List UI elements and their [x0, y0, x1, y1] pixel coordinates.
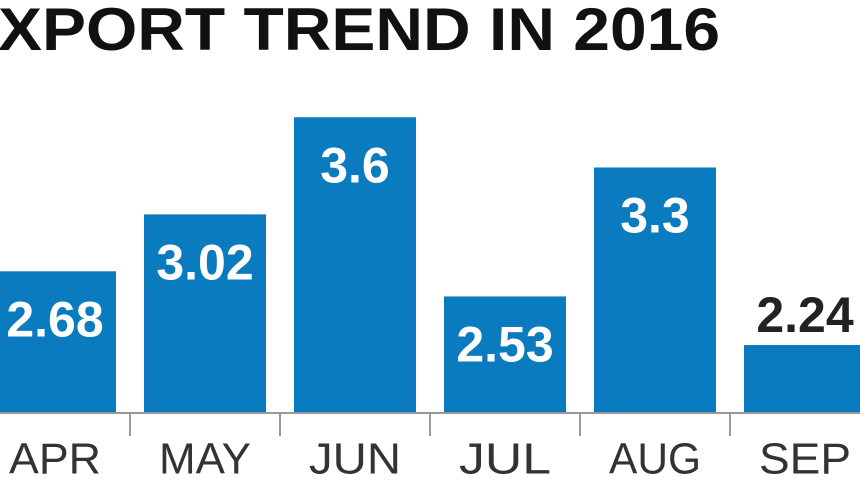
value-label: 2.24 [756, 287, 854, 343]
chart-title: EXPORT TREND IN 2016 [0, 0, 720, 63]
value-label: 2.53 [456, 317, 553, 373]
bar [444, 296, 566, 412]
x-tick-label: APR [9, 435, 101, 484]
value-label: 2.68 [6, 292, 103, 348]
bar [744, 345, 860, 412]
x-tick-label: MAY [159, 435, 251, 484]
x-tick-label: JUL [459, 435, 551, 484]
value-label: 3.3 [620, 188, 690, 244]
bar [594, 167, 716, 412]
x-tick-label: JUN [309, 435, 401, 484]
x-tick-label: AUG [609, 435, 701, 484]
value-label: 3.02 [156, 235, 253, 291]
x-tick-label: SEP [759, 435, 851, 484]
bar [144, 214, 266, 412]
value-label: 3.6 [320, 137, 390, 193]
bar [294, 117, 416, 412]
bar [0, 271, 116, 412]
